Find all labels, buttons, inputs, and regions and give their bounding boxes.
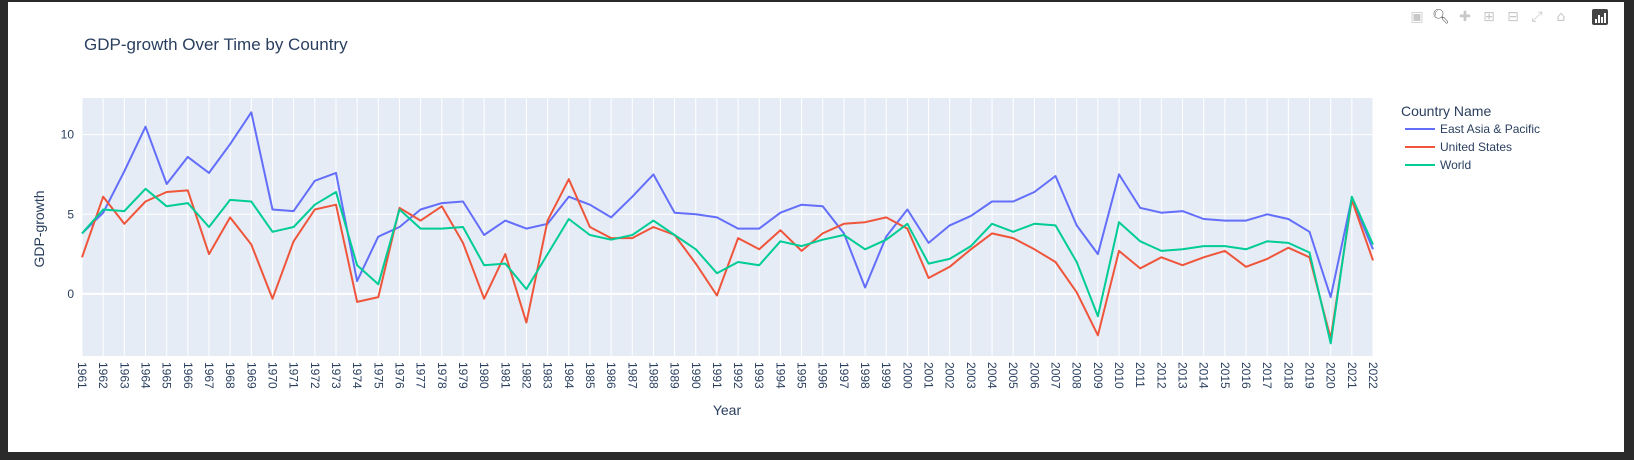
x-tick-label: 1991: [710, 362, 724, 389]
x-tick-label: 2019: [1303, 362, 1317, 389]
y-tick-label: 5: [67, 207, 74, 221]
x-tick-label: 2011: [1133, 362, 1147, 388]
legend-label: World: [1440, 158, 1471, 172]
x-tick-label: 1996: [816, 362, 830, 389]
pan-icon[interactable]: ✚: [1459, 9, 1471, 25]
x-tick-label: 2012: [1154, 362, 1168, 389]
chart-frame: ▣ 🔍︎ ✚ ⊞ ⊟ ⤢ ⌂ GDP-growth Over Time by C…: [8, 2, 1624, 452]
chart-title: GDP-growth Over Time by Country: [84, 35, 348, 54]
x-tick-label: 2008: [1070, 362, 1084, 389]
x-tick-label: 1976: [393, 362, 407, 389]
x-tick-label: 2009: [1091, 362, 1105, 389]
x-tick-label: 2015: [1218, 362, 1232, 389]
plotly-logo-icon[interactable]: [1592, 9, 1608, 25]
x-tick-label: 2021: [1345, 362, 1359, 389]
x-tick-label: 1986: [604, 362, 618, 389]
x-tick-label: 1977: [414, 362, 428, 389]
x-tick-label: 1970: [266, 362, 280, 389]
x-tick-label: 1988: [646, 362, 660, 389]
zoom-in-icon[interactable]: ⊞: [1483, 9, 1495, 25]
reset-icon[interactable]: ⌂: [1556, 9, 1566, 25]
series-line-world[interactable]: [81, 187, 1374, 345]
x-tick-label: 2001: [922, 362, 936, 389]
camera-icon[interactable]: ▣: [1410, 9, 1424, 25]
x-tick-label: 1998: [858, 362, 872, 389]
x-tick-label: 1978: [435, 362, 449, 389]
x-tick-label: 1964: [139, 362, 153, 389]
x-tick-label: 2020: [1324, 362, 1338, 389]
x-tick-label: 2010: [1112, 362, 1126, 389]
legend-label: United States: [1440, 140, 1512, 154]
x-tick-label: 1974: [350, 362, 364, 389]
x-tick-label: 1969: [244, 362, 258, 389]
x-tick-label: 2014: [1197, 362, 1211, 389]
x-tick-label: 2000: [900, 362, 914, 389]
x-tick-label: 1993: [752, 362, 766, 389]
y-axis-ticks: 0 5 10: [61, 128, 75, 301]
x-tick-label: 1995: [795, 362, 809, 389]
grid-layer: [81, 98, 1374, 356]
x-tick-label: 1963: [117, 362, 131, 389]
zoom-out-icon[interactable]: ⊟: [1507, 9, 1519, 25]
line-chart: GDP-growth Over Time by Country 1961 1962…: [31, 35, 1540, 418]
x-tick-label: 1985: [583, 362, 597, 389]
x-tick-label: 1965: [160, 362, 174, 389]
x-tick-label: 1984: [562, 362, 576, 389]
x-axis-ticks: 1961 1962 1963 1964 1965 1966 1967 1968 1969 1970…: [75, 362, 1380, 389]
x-tick-label: 1980: [477, 362, 491, 389]
x-tick-label: 1982: [519, 362, 533, 389]
zoom-icon[interactable]: 🔍︎: [1432, 9, 1450, 25]
x-tick-label: 2004: [985, 362, 999, 389]
legend-label: East Asia & Pacific: [1440, 122, 1540, 136]
x-tick-label: 2005: [1006, 362, 1020, 389]
x-tick-label: 1962: [96, 362, 110, 389]
x-tick-label: 2006: [1027, 362, 1041, 389]
x-tick-label: 2017: [1260, 362, 1274, 389]
x-axis-label: Year: [713, 402, 742, 418]
x-tick-label: 1972: [308, 362, 322, 389]
x-tick-label: 1966: [181, 362, 195, 389]
x-tick-label: 1994: [773, 362, 787, 389]
x-tick-label: 1967: [202, 362, 216, 389]
autoscale-icon[interactable]: ⤢: [1531, 9, 1543, 25]
x-tick-label: 1973: [329, 362, 343, 389]
y-tick-label: 10: [61, 128, 75, 142]
x-tick-label: 1971: [287, 362, 301, 389]
x-tick-label: 2007: [1049, 362, 1063, 389]
x-tick-label: 1992: [731, 362, 745, 389]
y-axis-label: GDP-growth: [31, 190, 47, 267]
x-tick-label: 1975: [371, 362, 385, 389]
legend: Country Name East Asia & Pacific United S…: [1401, 103, 1540, 172]
series-line-east-asia-pacific[interactable]: [81, 111, 1374, 299]
x-tick-label: 2022: [1366, 362, 1380, 389]
x-tick-label: 2018: [1281, 362, 1295, 389]
legend-item[interactable]: World: [1405, 158, 1471, 172]
x-tick-label: 1979: [456, 362, 470, 389]
x-tick-label: 1961: [75, 362, 89, 389]
x-tick-label: 1983: [541, 362, 555, 389]
x-tick-label: 2016: [1239, 362, 1253, 389]
x-tick-label: 1997: [837, 362, 851, 389]
modebar: ▣ 🔍︎ ✚ ⊞ ⊟ ⤢ ⌂: [1408, 6, 1608, 28]
x-tick-label: 1989: [668, 362, 682, 389]
x-tick-label: 2003: [964, 362, 978, 389]
legend-item[interactable]: East Asia & Pacific: [1405, 122, 1540, 136]
x-tick-label: 2002: [943, 362, 957, 389]
x-tick-label: 1999: [879, 362, 893, 389]
legend-title: Country Name: [1401, 103, 1491, 119]
x-tick-label: 2013: [1176, 362, 1190, 389]
plot-area[interactable]: [82, 98, 1373, 356]
legend-item[interactable]: United States: [1405, 140, 1512, 154]
series-layer: [81, 111, 1374, 345]
x-tick-label: 1968: [223, 362, 237, 389]
x-tick-label: 1987: [625, 362, 639, 389]
x-tick-label: 1981: [498, 362, 512, 389]
y-tick-label: 0: [67, 287, 74, 301]
x-tick-label: 1990: [689, 362, 703, 389]
